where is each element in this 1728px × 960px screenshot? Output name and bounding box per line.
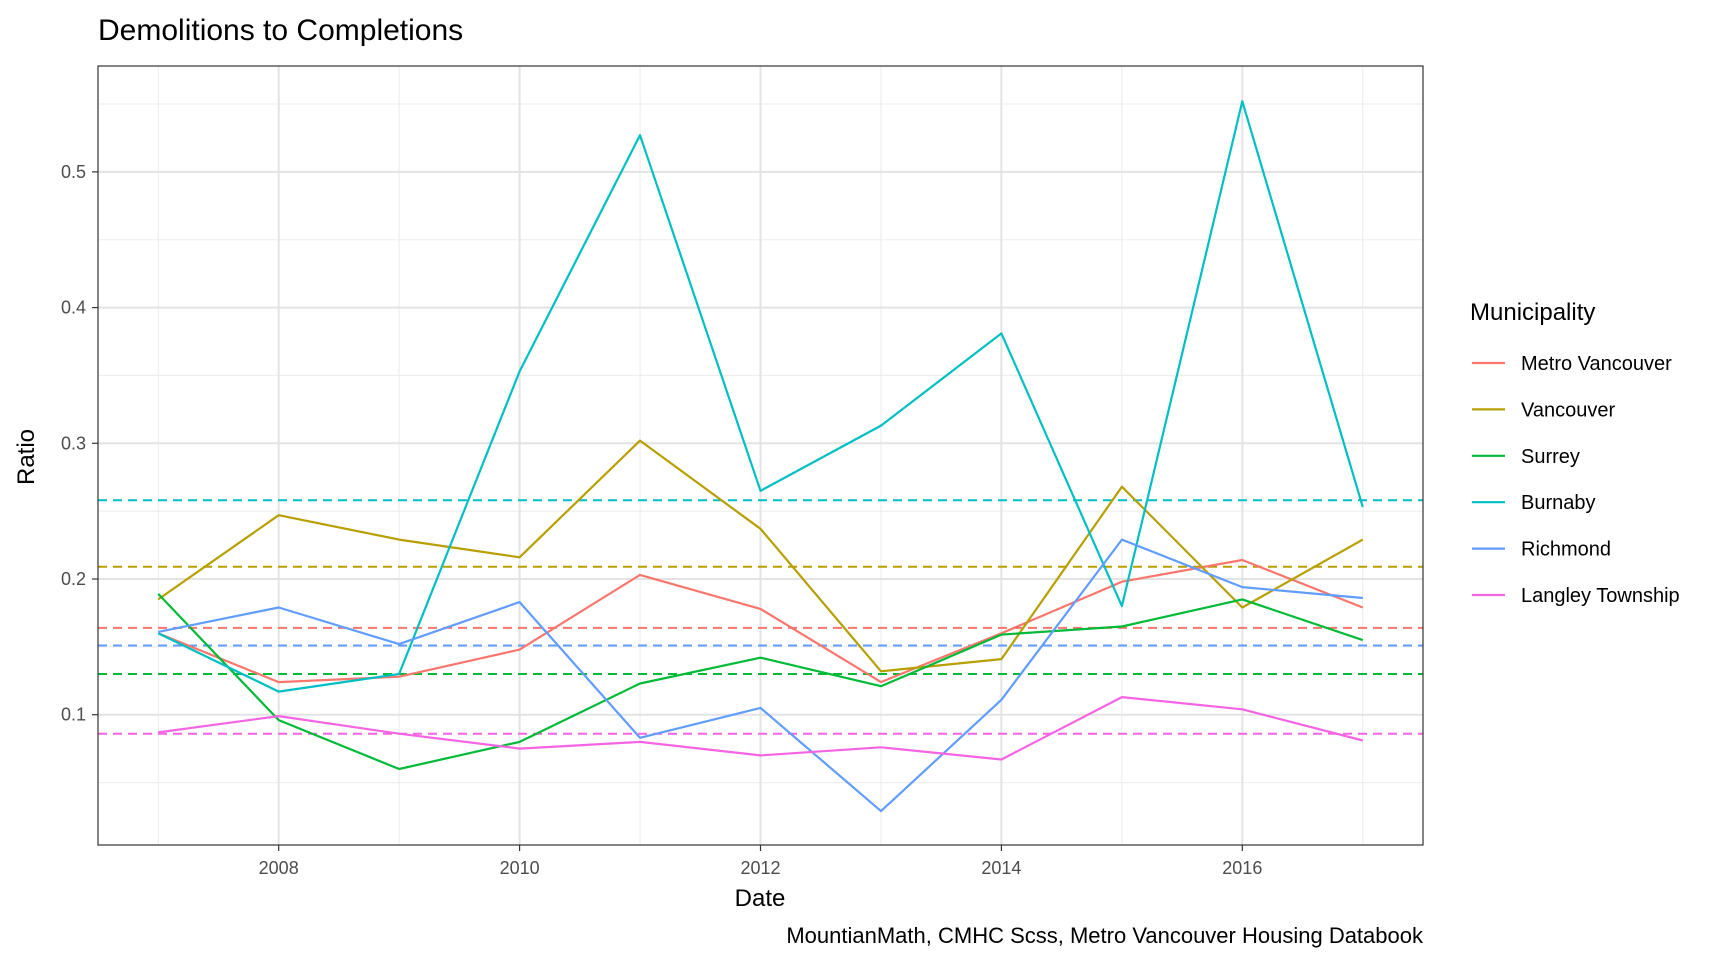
x-axis-title: Date	[735, 885, 786, 912]
y-tick-label: 0.5	[61, 162, 86, 182]
series-line	[157, 593, 1364, 771]
legend: Municipality Metro Vancouver Vancouver Sur…	[1470, 299, 1680, 607]
series-line	[158, 695, 1364, 761]
plot-panel: 2008 2010 2012 2014 2016 0.1 0.2 0.3 0.4 0.5	[61, 65, 1424, 878]
y-axis-title: Ratio	[13, 429, 40, 485]
legend-label: Metro Vancouver	[1521, 353, 1672, 375]
legend-title: Municipality	[1470, 299, 1595, 326]
x-tick-label: 2014	[981, 858, 1021, 878]
x-tick-label: 2016	[1222, 858, 1262, 878]
x-tick-label: 2008	[259, 858, 299, 878]
legend-label: Surrey	[1521, 446, 1580, 468]
legend-label: Langley Township	[1521, 585, 1680, 607]
series-line	[157, 558, 1364, 684]
y-tick-label: 0.3	[61, 433, 86, 453]
x-tick-label: 2010	[500, 858, 540, 878]
legend-label: Burnaby	[1521, 492, 1596, 514]
series-line	[157, 538, 1363, 813]
chart-title: Demolitions to Completions	[98, 14, 463, 47]
x-tick-label: 2012	[740, 858, 780, 878]
series-line	[157, 439, 1364, 673]
y-tick-label: 0.2	[61, 569, 86, 589]
y-tick-label: 0.1	[61, 705, 86, 725]
y-tick-label: 0.4	[61, 298, 86, 318]
caption: MountianMath, CMHC Scss, Metro Vancouver…	[786, 923, 1424, 948]
series-line	[157, 100, 1364, 693]
legend-label: Vancouver	[1521, 399, 1615, 421]
legend-label: Richmond	[1521, 539, 1611, 561]
